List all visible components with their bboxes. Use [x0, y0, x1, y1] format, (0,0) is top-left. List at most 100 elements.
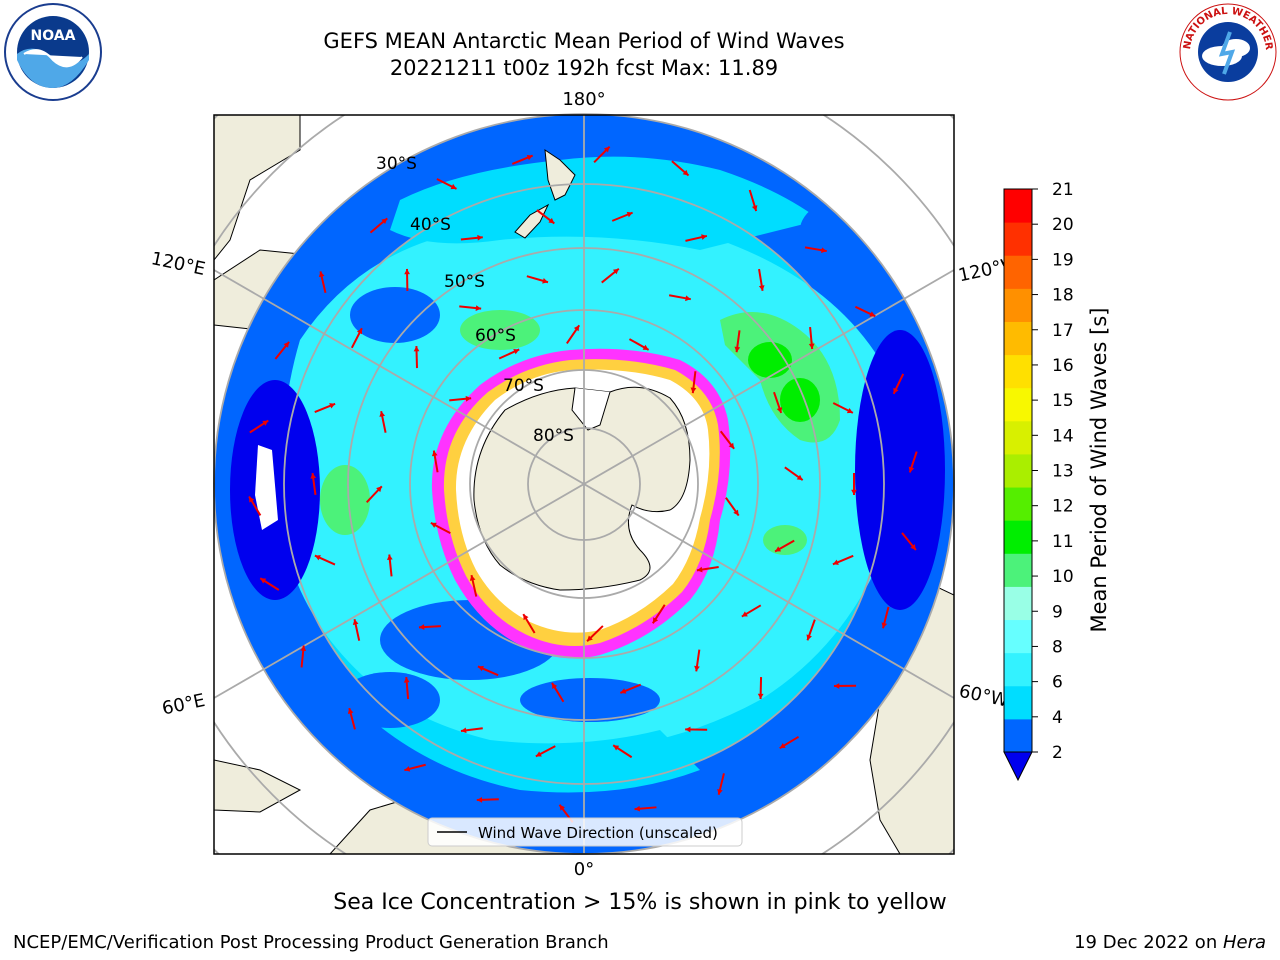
- map-legend: Wind Wave Direction (unscaled): [427, 817, 743, 847]
- wave-direction-arrow: [779, 735, 800, 750]
- wave-direction-arrow: [725, 497, 740, 517]
- footer-host: Hera: [1222, 932, 1266, 953]
- wave-direction-arrow: [259, 577, 280, 591]
- colorbar-label: Mean Period of Wind Waves [s]: [1087, 308, 1111, 633]
- colorbar-tick-label: 10: [1052, 567, 1074, 587]
- wave-direction-arrow: [566, 324, 581, 345]
- colorbar-segment: [1004, 321, 1032, 356]
- colorbar-segment: [1004, 420, 1032, 455]
- chart-subtitle: 20221211 t00z 192h fcst Max: 11.89: [389, 56, 779, 80]
- wave-direction-arrow: [352, 619, 361, 641]
- lon-label-180: 180°: [562, 89, 605, 110]
- lon-label-0: 0°: [574, 859, 594, 880]
- wave-direction-arrow: [436, 178, 457, 190]
- wave-direction-arrow: [418, 624, 441, 630]
- wave-direction-arrow: [784, 466, 804, 481]
- wave-direction-arrow: [696, 566, 719, 573]
- latitude-labels: 30°S 40°S 50°S 60°S 70°S 80°S: [376, 154, 574, 446]
- wave-direction-arrow: [719, 430, 735, 450]
- wave-direction-arrow: [430, 522, 451, 534]
- wave-direction-arrow: [901, 532, 917, 551]
- wave-direction-arrow: [347, 707, 356, 730]
- colorbar-tick-label: 14: [1052, 426, 1074, 446]
- colorbar-tick-label: 15: [1052, 391, 1074, 411]
- wave-direction-arrow: [832, 402, 854, 414]
- wave-direction-arrow: [460, 234, 483, 241]
- colorbar-segment: [1004, 718, 1032, 753]
- colorbar-segment: [1004, 288, 1032, 322]
- colorbar-segment: [1004, 586, 1032, 621]
- lat-label-30s: 30°S: [376, 154, 417, 174]
- wave-direction-arrow: [620, 683, 642, 694]
- wave-direction-arrow: [310, 472, 317, 496]
- wave-direction-arrow: [413, 346, 420, 369]
- wave-direction-arrow: [314, 402, 336, 413]
- wave-direction-arrow: [758, 268, 765, 291]
- lon-label-60w: 60°W: [957, 681, 1010, 712]
- colorbar-tick-label: 4: [1052, 708, 1063, 728]
- wave-direction-arrow: [611, 211, 633, 222]
- colorbar-tick-label: 17: [1052, 321, 1074, 341]
- wave-direction-arrow: [469, 574, 478, 597]
- map-frame: [213, 114, 955, 855]
- antarctica: [431, 348, 731, 659]
- colorbar-tick-label: 19: [1052, 250, 1074, 270]
- noaa-logo: NOAA: [4, 3, 102, 101]
- lat-label-60s: 60°S: [475, 326, 516, 346]
- new-zealand: [514, 148, 576, 239]
- wave-direction-arrow: [671, 160, 690, 177]
- colorbar-segment: [1004, 354, 1032, 389]
- lon-label-60e: 60°E: [160, 690, 207, 720]
- wind-wave-arrows: [248, 145, 918, 823]
- colorbar-tick-label: 2: [1052, 743, 1063, 763]
- wave-direction-arrow: [741, 604, 762, 618]
- wave-direction-arrow: [651, 604, 666, 624]
- wave-direction-arrow: [522, 613, 536, 634]
- wave-direction-arrow: [460, 727, 483, 734]
- sea-ice-caption: Sea Ice Concentration > 15% is shown in …: [333, 890, 947, 915]
- wave-direction-arrow: [748, 189, 758, 212]
- colorbar-segment: [1004, 553, 1032, 587]
- colorbar-extend-triangle: [1003, 751, 1033, 782]
- wave-direction-arrow: [318, 271, 327, 294]
- colorbar-tick-label: 12: [1052, 497, 1074, 517]
- wave-direction-arrow: [249, 419, 269, 434]
- wave-direction-arrow: [248, 496, 262, 516]
- lat-label-40s: 40°S: [410, 215, 451, 235]
- wave-direction-arrow: [851, 473, 857, 495]
- wave-direction-arrow: [685, 726, 708, 733]
- legend-label: Wind Wave Direction (unscaled): [478, 824, 718, 842]
- wave-direction-arrow: [881, 606, 890, 629]
- wave-direction-arrow: [431, 450, 439, 473]
- wave-direction-arrow: [404, 268, 410, 291]
- wave-direction-arrow: [477, 665, 499, 677]
- wave-direction-arrow: [854, 305, 876, 318]
- wave-direction-arrow: [804, 246, 827, 254]
- colorbar-tick-label: 11: [1052, 532, 1074, 552]
- wave-direction-arrow: [690, 371, 697, 394]
- colorbar-segment: [1004, 453, 1032, 488]
- wave-direction-arrow: [535, 745, 556, 758]
- wave-direction-arrow: [369, 217, 388, 234]
- wave-direction-arrow: [314, 554, 336, 566]
- colorbar-segment: [1004, 387, 1032, 422]
- colorbar-segment: [1004, 520, 1032, 554]
- wave-direction-arrow: [449, 395, 472, 402]
- wave-direction-arrow: [628, 338, 650, 351]
- colorbar: 2 4 6 8 9 10 11 12 13 14 15 16 17 18 19 20 21: [1003, 180, 1074, 782]
- wave-direction-arrow: [774, 539, 795, 553]
- longitude-grid: [214, 115, 954, 854]
- wave-direction-arrow: [634, 805, 657, 812]
- wave-direction-arrow: [806, 619, 816, 641]
- colorbar-tick-label: 21: [1052, 180, 1074, 200]
- wave-direction-arrow: [403, 677, 410, 700]
- wave-direction-arrow: [274, 341, 290, 360]
- wave-direction-arrow: [459, 305, 482, 311]
- colorbar-tick-label: 13: [1052, 462, 1074, 482]
- wave-direction-arrow: [612, 744, 633, 759]
- lat-label-70s: 70°S: [503, 376, 544, 396]
- wave-direction-arrow: [834, 683, 857, 689]
- colorbar-segment: [1004, 619, 1032, 654]
- lat-label-80s: 80°S: [533, 426, 574, 446]
